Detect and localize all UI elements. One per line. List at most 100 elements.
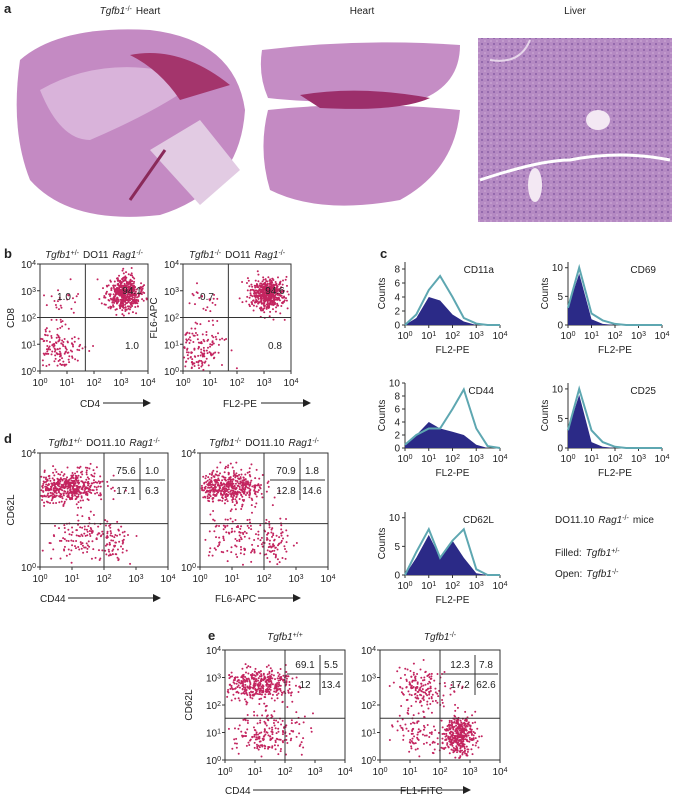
event-dot <box>413 714 415 716</box>
tick-label: 4 <box>394 418 400 429</box>
event-dot <box>110 488 112 490</box>
event-dot <box>268 693 270 695</box>
event-dot <box>209 473 211 475</box>
event-dot <box>134 306 136 308</box>
event-dot <box>202 361 204 363</box>
event-dot <box>473 734 475 736</box>
tick-label-part: 3 <box>319 767 323 774</box>
tick-label: 104 <box>206 646 221 658</box>
event-dot <box>216 298 218 300</box>
axis-label: Counts <box>377 278 388 310</box>
plot-title-part: Tgfb1 <box>48 438 74 449</box>
event-dot <box>233 488 235 490</box>
event-dot <box>246 694 248 696</box>
event-dot <box>260 670 262 672</box>
event-dot <box>116 288 118 290</box>
event-dot <box>454 757 456 759</box>
tick-label: 102 <box>445 581 460 593</box>
event-dot <box>291 701 293 703</box>
event-dot <box>286 541 288 543</box>
event-dot <box>98 549 100 551</box>
event-dot <box>95 481 97 483</box>
event-dot <box>311 731 313 733</box>
tick-label: 101 <box>584 454 599 466</box>
quadrant-value: 1.8 <box>305 466 319 477</box>
event-dot <box>468 731 470 733</box>
tick-label-part: 10 <box>397 581 409 592</box>
event-dot <box>211 481 213 483</box>
event-dot <box>464 735 466 737</box>
event-dot <box>86 473 88 475</box>
event-dot <box>242 688 244 690</box>
event-dot <box>422 688 424 690</box>
tick-label: 102 <box>432 767 447 779</box>
legend-text-part: +/- <box>611 548 620 555</box>
event-dot <box>223 539 225 541</box>
event-dot <box>209 487 211 489</box>
event-dot <box>53 534 55 536</box>
event-dot <box>207 495 209 497</box>
event-dot <box>429 744 431 746</box>
event-dot <box>202 496 204 498</box>
tick-label-part: 10 <box>654 454 666 465</box>
event-dot <box>409 670 411 672</box>
event-dot <box>105 304 107 306</box>
event-dot <box>257 538 259 540</box>
event-dot <box>106 285 108 287</box>
event-dot <box>190 356 192 358</box>
event-dot <box>52 548 54 550</box>
event-dot <box>61 325 63 327</box>
tick-label-part: 1 <box>214 378 218 385</box>
event-dot <box>125 306 127 308</box>
event-dot <box>86 467 88 469</box>
quadrant-value: 14.6 <box>302 486 322 497</box>
tick-label-part: 10 <box>361 646 373 657</box>
tick-label: 104 <box>492 454 507 466</box>
event-dot <box>413 735 415 737</box>
tick-label-part: 10 <box>560 454 572 465</box>
event-dot <box>231 675 233 677</box>
tick-label-part: 0 <box>32 367 36 374</box>
event-dot <box>68 493 70 495</box>
event-dot <box>120 526 122 528</box>
tick-label-part: 2 <box>372 701 376 708</box>
event-dot <box>212 510 214 512</box>
event-dot <box>98 532 100 534</box>
event-dot <box>259 539 261 541</box>
event-dot <box>416 673 418 675</box>
event-dot <box>193 348 195 350</box>
event-dot <box>459 736 461 738</box>
event-dot <box>246 282 248 284</box>
event-dot <box>123 272 125 274</box>
event-dot <box>243 686 245 688</box>
event-dot <box>278 536 280 538</box>
event-dot <box>109 542 111 544</box>
event-dot <box>275 556 277 558</box>
event-dot <box>85 546 87 548</box>
tick-label-part: 0 <box>175 367 179 374</box>
event-dot <box>89 530 91 532</box>
event-dot <box>228 488 230 490</box>
event-dot <box>240 682 242 684</box>
event-dot <box>227 495 229 497</box>
event-dot <box>118 530 120 532</box>
event-dot <box>72 495 74 497</box>
tick-label: 101 <box>421 331 436 343</box>
event-dot <box>253 294 255 296</box>
event-dot <box>91 482 93 484</box>
event-dot <box>441 747 443 749</box>
event-dot <box>271 280 273 282</box>
event-dot <box>428 676 430 678</box>
event-dot <box>240 476 242 478</box>
event-dot <box>254 477 256 479</box>
event-dot <box>197 355 199 357</box>
event-dot <box>90 511 92 513</box>
tick-label-part: 10 <box>96 574 108 585</box>
event-dot <box>223 339 225 341</box>
event-dot <box>131 280 133 282</box>
event-dot <box>133 283 135 285</box>
event-dot <box>225 518 227 520</box>
event-dot <box>188 351 190 353</box>
event-dot <box>49 477 51 479</box>
event-dot <box>253 683 255 685</box>
